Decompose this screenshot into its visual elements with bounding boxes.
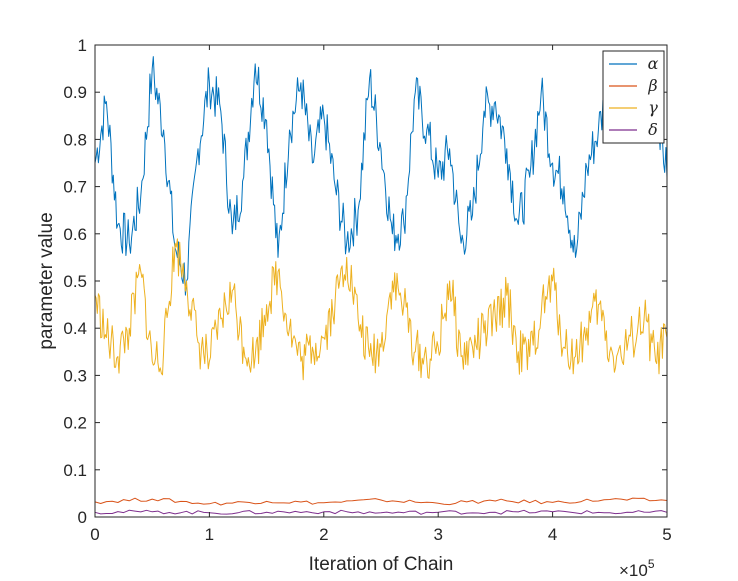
x-tick-label: 0 — [90, 525, 99, 544]
y-tick-label: 0.4 — [63, 319, 87, 338]
legend-label: β — [647, 76, 657, 95]
x-axis-label: Iteration of Chain — [309, 554, 454, 575]
legend-box — [602, 50, 665, 144]
y-tick-label: 0.3 — [63, 366, 87, 385]
plot-area — [95, 45, 667, 517]
series-line-3 — [94, 238, 668, 381]
y-tick-label: 0.2 — [63, 414, 87, 433]
x-tick-label: 5 — [662, 525, 671, 544]
series-line-4 — [94, 509, 668, 515]
y-tick-label: 0.7 — [63, 178, 87, 197]
y-tick-label: 0.6 — [63, 225, 87, 244]
y-tick-label: 0.9 — [63, 83, 87, 102]
series-line-2 — [94, 497, 668, 506]
x-tick-label: 1 — [205, 525, 214, 544]
x-axis-exponent-base: ×10 — [619, 561, 648, 580]
legend-label: α — [648, 54, 659, 73]
y-tick-label: 0 — [78, 508, 87, 527]
y-tick-label: 0.1 — [63, 461, 87, 480]
y-tick-label: 0.8 — [63, 130, 87, 149]
ticks-layer: 0 1 2 3 4 5 0 0.1 0.2 0.3 0.4 0.5 0.6 0.7 0.8 0.9 1 — [63, 36, 671, 544]
legend-label: δ — [648, 120, 658, 139]
legend-label: γ — [648, 98, 658, 117]
series-layer — [94, 51, 668, 515]
x-tick-label: 3 — [433, 525, 442, 544]
x-tick-label: 2 — [319, 525, 328, 544]
series-line-1 — [94, 51, 668, 296]
y-axis-label: parameter value — [36, 212, 57, 349]
x-axis-exponent: ×105 — [619, 557, 655, 580]
x-axis-exponent-power: 5 — [648, 557, 655, 571]
x-tick-label: 4 — [548, 525, 557, 544]
y-tick-label: 1 — [78, 36, 87, 55]
y-tick-label: 0.5 — [63, 272, 87, 291]
